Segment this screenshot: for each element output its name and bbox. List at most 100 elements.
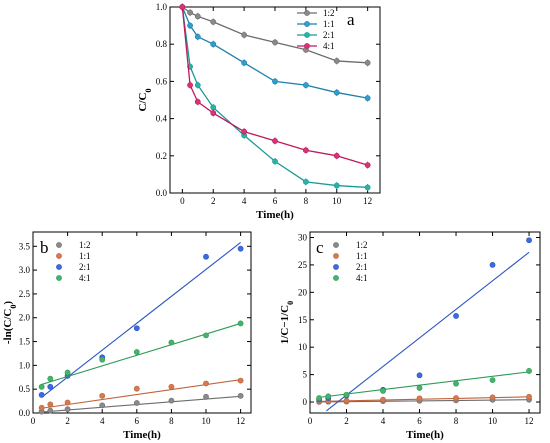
- y-axis-title-main: 1/C−1/C: [279, 305, 291, 344]
- data-point: [364, 162, 371, 168]
- data-point: [47, 401, 54, 408]
- data-point: [38, 404, 45, 411]
- series-2-1: [38, 242, 244, 398]
- data-point: [380, 387, 386, 394]
- data-point: [194, 33, 201, 40]
- data-point: [203, 253, 209, 260]
- legend-label: 1:1: [323, 19, 335, 29]
- data-point: [64, 369, 71, 376]
- series-2-1: [179, 3, 371, 191]
- legend-entry: 1:2: [333, 240, 368, 250]
- y-axis-title: C/C0: [137, 89, 153, 112]
- data-point: [453, 395, 459, 401]
- legend-marker: [56, 242, 62, 248]
- legend-label: 2:1: [323, 30, 335, 40]
- y-axis-title-main: -ln(C/C: [2, 309, 14, 345]
- y-tick-label: 5: [303, 370, 308, 380]
- panel-a: 0 2 4 6 8 10 120.00.20.40.60.81.0Time(h)C/C01:…: [137, 2, 381, 221]
- legend-marker: [304, 32, 310, 38]
- data-point: [333, 89, 340, 96]
- data-point: [38, 383, 45, 390]
- legend-label: 1:1: [79, 251, 91, 261]
- data-point: [416, 395, 423, 402]
- data-point: [526, 237, 532, 244]
- data-point: [194, 98, 201, 105]
- data-point: [333, 58, 340, 64]
- data-point: [453, 380, 459, 387]
- y-axis-title-subscript: 0: [144, 89, 153, 93]
- data-point: [380, 396, 386, 403]
- data-point: [133, 400, 140, 406]
- data-point: [179, 4, 186, 10]
- y-tick-label: 2.0: [19, 313, 31, 323]
- panel-letter: b: [40, 238, 49, 257]
- series-1-1: [38, 377, 244, 411]
- fit-line: [326, 251, 530, 412]
- data-point: [210, 18, 217, 25]
- y-tick-label: 20: [298, 287, 308, 297]
- data-point: [203, 380, 209, 387]
- legend-marker: [304, 10, 310, 16]
- legend-label: 4:1: [323, 41, 335, 51]
- data-point: [210, 104, 217, 111]
- plot-frame: [309, 231, 541, 414]
- data-point: [272, 39, 278, 46]
- y-tick-label: 0.6: [156, 76, 168, 86]
- data-point: [489, 377, 496, 383]
- panel-letter: a: [347, 10, 355, 29]
- data-point: [237, 320, 244, 327]
- x-tick-label: 4: [242, 196, 247, 206]
- series-1-2: [179, 3, 371, 67]
- x-tick-label: 12: [525, 416, 534, 426]
- data-point: [241, 59, 248, 66]
- plot-frame: [32, 231, 252, 414]
- y-tick-label: 25: [298, 260, 308, 270]
- data-point: [99, 392, 106, 399]
- data-point: [168, 397, 175, 404]
- panel-letter: c: [316, 238, 324, 257]
- data-point: [47, 383, 54, 390]
- data-point: [187, 22, 193, 29]
- data-point: [47, 407, 54, 414]
- y-tick-label: 1.0: [19, 360, 31, 370]
- x-axis-title: Time(h): [123, 429, 161, 441]
- data-point: [64, 399, 71, 406]
- y-axis-title: -ln(C/C0): [2, 301, 18, 344]
- legend-marker: [333, 275, 339, 281]
- y-tick-label: 1.5: [19, 337, 31, 347]
- data-point: [210, 41, 217, 48]
- data-point: [333, 182, 340, 189]
- data-point: [47, 375, 54, 382]
- legend-label: 1:2: [79, 240, 91, 250]
- legend-label: 2:1: [356, 262, 368, 272]
- panel-c: 0 2 4 6 8 10 12051015202530Time(h)1/C−1/C01:21…: [279, 231, 541, 441]
- series-line: [181, 6, 368, 64]
- y-tick-label: 3.5: [19, 241, 31, 251]
- legend-entry: 2:1: [333, 262, 368, 272]
- legend-entry: 1:2: [56, 240, 91, 250]
- data-point: [343, 397, 350, 404]
- x-tick-label: 0: [31, 416, 36, 426]
- y-axis-title-subscript: 0: [286, 301, 295, 305]
- data-point: [99, 356, 106, 363]
- legend-entry: 1:1: [297, 19, 335, 29]
- legend-marker: [304, 43, 310, 49]
- data-point: [194, 82, 201, 89]
- y-tick-label: 0.8: [156, 39, 168, 49]
- x-axis-title: Time(h): [256, 209, 294, 221]
- data-point: [168, 339, 175, 346]
- data-point: [237, 245, 244, 252]
- y-tick-label: 0.4: [156, 114, 168, 124]
- data-point: [210, 110, 217, 116]
- y-axis-title: 1/C−1/C0: [279, 301, 295, 344]
- x-tick-label: 4: [381, 416, 386, 426]
- x-tick-label: 8: [304, 196, 309, 206]
- x-tick-label: 6: [273, 196, 278, 206]
- legend-entry: 1:2: [297, 8, 335, 18]
- data-point: [194, 13, 201, 20]
- y-tick-label: 2.5: [19, 289, 31, 299]
- data-point: [133, 349, 140, 355]
- y-axis-title-main: C/C: [137, 92, 149, 111]
- y-tick-label: 3.0: [19, 265, 31, 275]
